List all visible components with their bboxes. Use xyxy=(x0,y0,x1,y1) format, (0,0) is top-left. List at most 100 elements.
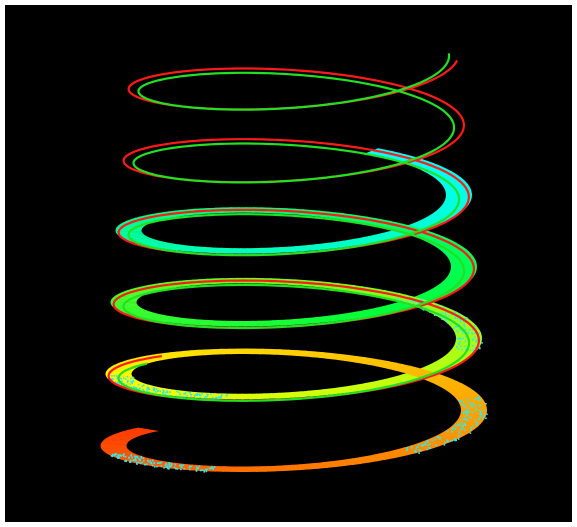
stipple-dot xyxy=(153,463,155,465)
stipple-dot xyxy=(444,442,446,444)
stipple-dot xyxy=(180,469,182,471)
stipple-dot xyxy=(464,416,466,418)
stipple-dot xyxy=(480,414,482,416)
stipple-dot xyxy=(181,464,183,466)
stipple-dot xyxy=(458,424,460,426)
stipple-dot xyxy=(456,346,458,348)
render-viewport xyxy=(5,5,572,522)
stipple-dot xyxy=(470,403,472,405)
stipple-dot xyxy=(153,387,155,389)
stipple-dot xyxy=(450,323,452,325)
stipple-dot xyxy=(112,454,114,456)
stipple-dot xyxy=(464,326,466,328)
stipple-dot xyxy=(178,392,180,394)
stipple-dot xyxy=(185,392,187,394)
stipple-dot xyxy=(133,377,135,379)
stipple-dot xyxy=(177,468,179,470)
stipple-dot xyxy=(145,464,147,466)
stipple-dot xyxy=(147,460,149,462)
stipple-dot xyxy=(130,381,132,383)
stipple-dot xyxy=(475,341,477,343)
stipple-dot xyxy=(474,337,476,339)
stipple-dot xyxy=(434,314,436,316)
stipple-dot xyxy=(154,466,156,468)
stipple-dot xyxy=(130,459,132,461)
stipple-dot xyxy=(136,462,138,464)
stipple-dot xyxy=(458,438,460,440)
stipple-dot xyxy=(189,466,191,468)
stipple-dot xyxy=(199,466,201,468)
stipple-dot xyxy=(452,440,454,442)
stipple-dot xyxy=(483,414,485,416)
stipple-dot xyxy=(142,385,144,387)
stipple-dot xyxy=(471,332,473,334)
stipple-dot xyxy=(472,339,474,341)
stipple-dot xyxy=(211,468,213,470)
stipple-dot xyxy=(460,345,462,347)
stipple-dot xyxy=(127,382,129,384)
stipple-dot xyxy=(428,447,430,449)
stipple-dot xyxy=(142,462,144,464)
stipple-dot xyxy=(464,346,466,348)
stipple-dot xyxy=(426,449,428,451)
stipple-dot xyxy=(143,460,145,462)
stipple-dot xyxy=(176,391,178,393)
stipple-dot xyxy=(130,378,132,380)
stipple-dot xyxy=(463,323,465,325)
stipple-dot xyxy=(478,396,480,398)
stipple-dot xyxy=(175,468,177,470)
stipple-dot xyxy=(420,450,422,452)
stipple-dot xyxy=(429,443,431,445)
stipple-dot xyxy=(181,466,183,468)
stipple-dot xyxy=(183,468,185,470)
stipple-dot xyxy=(417,446,419,448)
stipple-dot xyxy=(212,397,214,399)
stipple-dot xyxy=(462,418,464,420)
stipple-dot xyxy=(460,423,462,425)
stipple-dot xyxy=(436,437,438,439)
stipple-dot xyxy=(206,396,208,398)
stipple-dot xyxy=(123,453,125,455)
stipple-dot xyxy=(480,412,482,414)
stipple-dot xyxy=(472,412,474,414)
stipple-dot xyxy=(464,423,466,425)
stipple-dot xyxy=(206,471,208,473)
stipple-dot xyxy=(134,387,136,389)
stipple-dot xyxy=(474,398,476,400)
stipple-dot xyxy=(141,457,143,459)
stipple-dot xyxy=(169,462,171,464)
stipple-dot xyxy=(480,339,482,341)
stipple-dot xyxy=(140,462,142,464)
stipple-dot xyxy=(459,319,461,321)
stipple-dot xyxy=(472,349,474,351)
stipple-dot xyxy=(415,451,417,453)
stipple-dot xyxy=(458,435,460,437)
stipple-dot xyxy=(462,401,464,403)
stipple-dot xyxy=(475,409,477,411)
stipple-dot xyxy=(406,447,408,449)
stipple-dot xyxy=(125,378,127,380)
stipple-dot xyxy=(423,444,425,446)
stipple-dot xyxy=(135,456,137,458)
stipple-dot xyxy=(120,378,122,380)
stipple-dot xyxy=(169,466,171,468)
stipple-dot xyxy=(467,332,469,334)
stipple-dot xyxy=(470,429,472,431)
stipple-dot xyxy=(454,438,456,440)
stipple-dot xyxy=(466,415,468,417)
stipple-dot xyxy=(221,394,223,396)
stipple-dot xyxy=(139,388,141,390)
stipple-dot xyxy=(458,400,460,402)
stipple-dot xyxy=(205,469,207,471)
stipple-dot xyxy=(415,448,417,450)
stipple-dot xyxy=(215,397,217,399)
stipple-dot xyxy=(474,325,476,327)
stipple-dot xyxy=(472,426,474,428)
stipple-dot xyxy=(117,458,119,460)
stipple-dot xyxy=(425,444,427,446)
stipple-dot xyxy=(459,313,461,315)
stipple-dot xyxy=(213,398,215,400)
stipple-dot xyxy=(458,338,460,340)
stipple-dot xyxy=(127,380,129,382)
stipple-dot xyxy=(146,463,148,465)
